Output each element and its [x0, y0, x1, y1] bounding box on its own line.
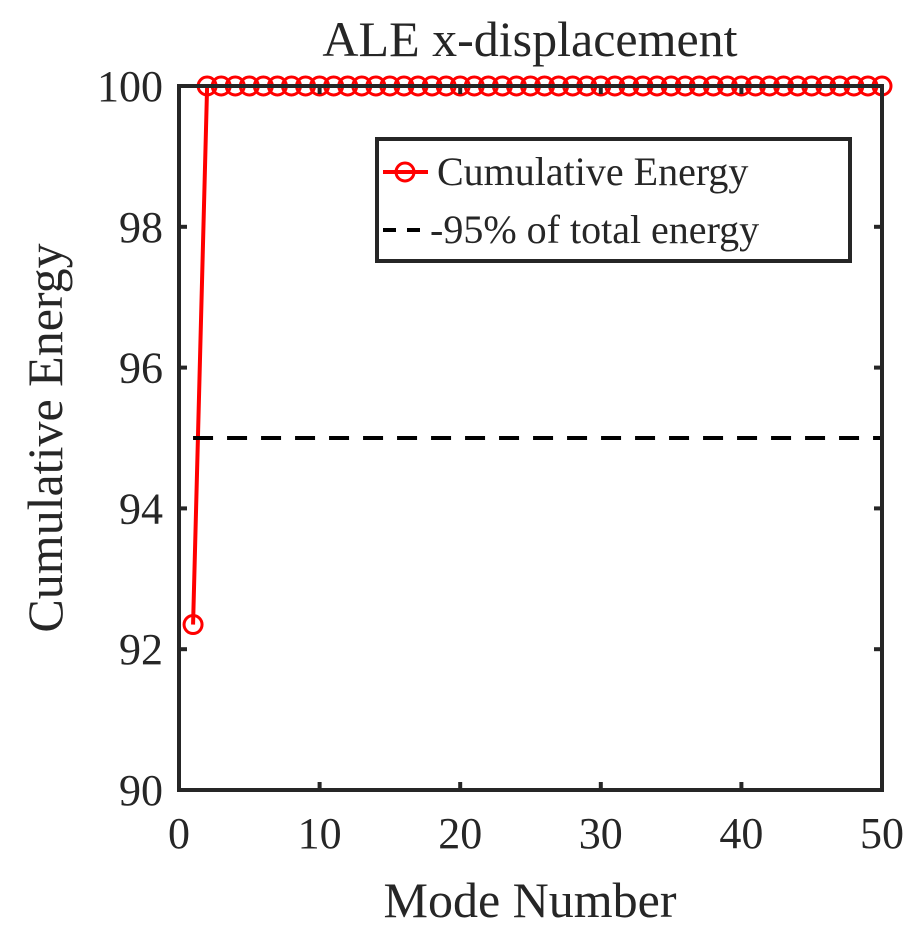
y-tick-label: 92	[119, 625, 163, 674]
x-tick-label: 30	[579, 809, 623, 858]
legend-energy-marker	[394, 161, 416, 183]
y-tick-label: 96	[119, 344, 163, 393]
legend-box	[375, 137, 852, 263]
x-tick-label: 50	[860, 809, 904, 858]
y-axis-label: Cumulative Energy	[17, 243, 73, 632]
plot-frame	[177, 84, 884, 792]
y-tick-label: 94	[119, 484, 163, 533]
y-tick-label: 98	[119, 203, 163, 252]
x-tick-label: 0	[168, 809, 190, 858]
legend: Cumulative Energy -95% of total energy	[375, 137, 852, 263]
x-axis-label: Mode Number	[384, 872, 677, 928]
y-tick-label: 90	[119, 766, 163, 815]
legend-energy-label: Cumulative Energy	[437, 149, 748, 194]
chart-title: ALE x-displacement	[322, 11, 737, 67]
x-tick-label: 10	[298, 809, 342, 858]
x-tick-label: 40	[719, 809, 763, 858]
y-tick-label: 100	[97, 62, 163, 111]
legend-threshold-label: -95% of total energy	[430, 207, 759, 252]
data-point	[182, 614, 204, 636]
tick-layer: 0 10 20 30 40 50 90 92 94 96 98 100	[97, 62, 904, 858]
x-tick-label: 20	[438, 809, 482, 858]
